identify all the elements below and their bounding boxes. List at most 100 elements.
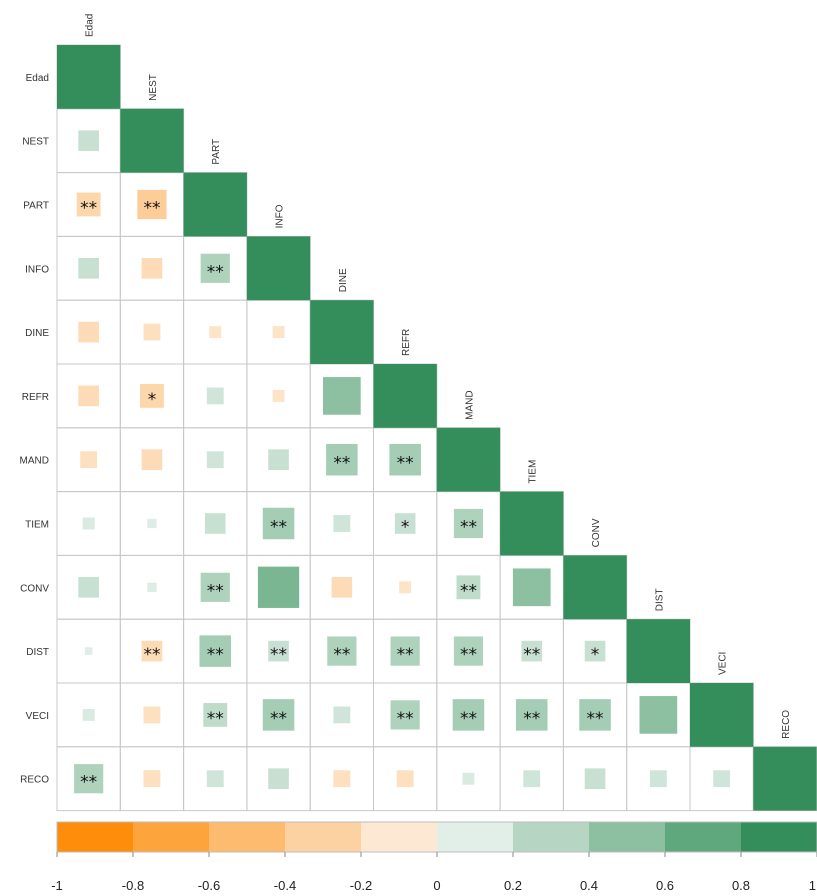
corr-square-veci-part xyxy=(203,702,228,727)
corr-square-conv-refr xyxy=(399,581,412,594)
corr-square-refr-part xyxy=(206,387,224,405)
column-label-edad: Edad xyxy=(85,14,96,37)
colorbar-segment xyxy=(437,822,514,852)
significance-mark-tiem-refr: * xyxy=(401,518,410,538)
corr-square-info-nest xyxy=(141,257,163,279)
corr-square-veci-tiem xyxy=(515,699,548,731)
colorbar-tick-label: 0.6 xyxy=(656,878,674,893)
corr-square-dist-part xyxy=(199,635,232,667)
corr-square-reco-refr xyxy=(396,770,414,788)
corr-square-dist-info xyxy=(268,640,289,662)
corr-square-reco-mand xyxy=(462,772,475,785)
corr-square-conv-part xyxy=(200,572,230,602)
significance-mark-dist-nest: ** xyxy=(143,645,160,665)
significance-mark-veci-tiem: ** xyxy=(523,709,540,729)
corr-square-dist-mand xyxy=(453,636,484,666)
row-label-edad: Edad xyxy=(26,73,49,84)
corr-square-reco-nest xyxy=(143,770,161,788)
corr-square-reco-dine xyxy=(333,770,351,788)
significance-mark-part-edad: ** xyxy=(80,199,97,219)
significance-mark-conv-part: ** xyxy=(207,581,224,601)
corr-square-mand-refr xyxy=(389,443,421,476)
corr-square-dist-refr xyxy=(390,636,420,666)
corr-square-refr-dine xyxy=(323,377,361,415)
colorbar-segment xyxy=(57,822,134,852)
diagonal-cell-refr xyxy=(373,364,437,428)
colorbar: -1 -0.8 -0.6 -0.4 -0.2 0 0.2 0.4 0.6 0.8 1 xyxy=(51,821,817,893)
diagonal-cell-veci xyxy=(690,683,754,747)
corr-square-reco-part xyxy=(206,770,224,788)
significance-mark-conv-mand: ** xyxy=(460,581,477,601)
colorbar-tick-label: -0.4 xyxy=(274,878,296,893)
corr-square-reco-info xyxy=(268,768,289,790)
corr-square-conv-dine xyxy=(331,576,353,598)
corr-square-reco-edad xyxy=(74,764,104,794)
row-label-nest: NEST xyxy=(22,137,49,148)
corr-square-tiem-nest xyxy=(147,518,157,529)
diagonal-cell-dine xyxy=(310,300,374,364)
corr-square-mand-edad xyxy=(80,451,98,469)
corr-square-refr-info xyxy=(272,389,285,402)
colorbar-segment xyxy=(133,822,210,852)
colorbar-segment xyxy=(285,822,362,852)
corr-square-veci-mand xyxy=(452,699,485,731)
corr-square-veci-dine xyxy=(333,706,351,724)
corr-square-refr-edad xyxy=(78,385,99,407)
corr-square-conv-edad xyxy=(78,576,99,598)
row-label-part: PART xyxy=(23,201,49,212)
significance-mark-dist-tiem: ** xyxy=(523,645,540,665)
significance-mark-veci-info: ** xyxy=(270,709,287,729)
corr-square-tiem-dine xyxy=(333,515,351,532)
row-label-reco: RECO xyxy=(20,775,49,786)
significance-mark-tiem-info: ** xyxy=(270,518,287,538)
corr-square-tiem-part xyxy=(204,513,226,534)
significance-mark-veci-mand: ** xyxy=(460,709,477,729)
corr-square-veci-conv xyxy=(579,699,611,731)
diagonal-cell-part xyxy=(183,172,247,237)
colorbar-segment xyxy=(589,822,666,852)
corr-square-dist-edad xyxy=(84,647,93,655)
corr-square-mand-part xyxy=(206,451,224,469)
row-label-dist: DIST xyxy=(26,647,49,658)
diagonal-cell-mand xyxy=(436,427,501,492)
corr-square-veci-dist xyxy=(639,696,678,734)
significance-mark-reco-edad: ** xyxy=(80,773,97,793)
corr-square-reco-tiem xyxy=(523,770,541,788)
column-label-dine: DINE xyxy=(338,268,349,292)
significance-mark-dist-conv: * xyxy=(591,645,600,665)
significance-mark-veci-conv: ** xyxy=(587,709,604,729)
column-label-mand: MAND xyxy=(464,390,475,419)
colorbar-tick-label: 1 xyxy=(809,878,816,893)
row-label-tiem: TIEM xyxy=(25,520,49,531)
diagonal-cell-tiem xyxy=(500,491,564,556)
corr-square-conv-tiem xyxy=(512,568,551,607)
corr-square-veci-info xyxy=(262,699,295,731)
colorbar-tick-label: 0.8 xyxy=(732,878,750,893)
significance-mark-dist-dine: ** xyxy=(333,645,350,665)
significance-mark-veci-part: ** xyxy=(207,709,224,729)
corr-square-part-edad xyxy=(76,192,101,217)
corr-square-mand-info xyxy=(268,449,289,471)
corr-square-dist-dine xyxy=(327,636,357,666)
corr-square-dine-part xyxy=(209,326,222,339)
corr-square-dist-nest xyxy=(141,640,163,662)
significance-mark-dist-mand: ** xyxy=(460,645,477,665)
corr-square-tiem-mand xyxy=(453,508,484,539)
corr-square-mand-dine xyxy=(326,443,358,476)
row-labels: Edad NEST PART INFO DINE REFR MAND TIEM CONV DIST… xyxy=(20,73,50,786)
significance-mark-dist-refr: ** xyxy=(397,645,414,665)
colorbar-segment xyxy=(209,822,286,852)
corr-square-info-part xyxy=(200,253,230,283)
colorbar-tick-label: -0.8 xyxy=(122,878,144,893)
corr-square-dist-conv xyxy=(584,640,606,662)
colorbar-segment xyxy=(513,822,590,852)
corr-square-veci-refr xyxy=(390,700,420,730)
diagonal-cell-conv xyxy=(563,555,627,620)
corr-square-veci-edad xyxy=(82,708,95,721)
colorbar-tick-label: -0.6 xyxy=(198,878,220,893)
significance-mark-info-part: ** xyxy=(207,262,224,282)
column-label-part: PART xyxy=(211,139,222,165)
colorbar-segment xyxy=(665,822,742,852)
diagonal-cell-edad xyxy=(57,45,121,109)
